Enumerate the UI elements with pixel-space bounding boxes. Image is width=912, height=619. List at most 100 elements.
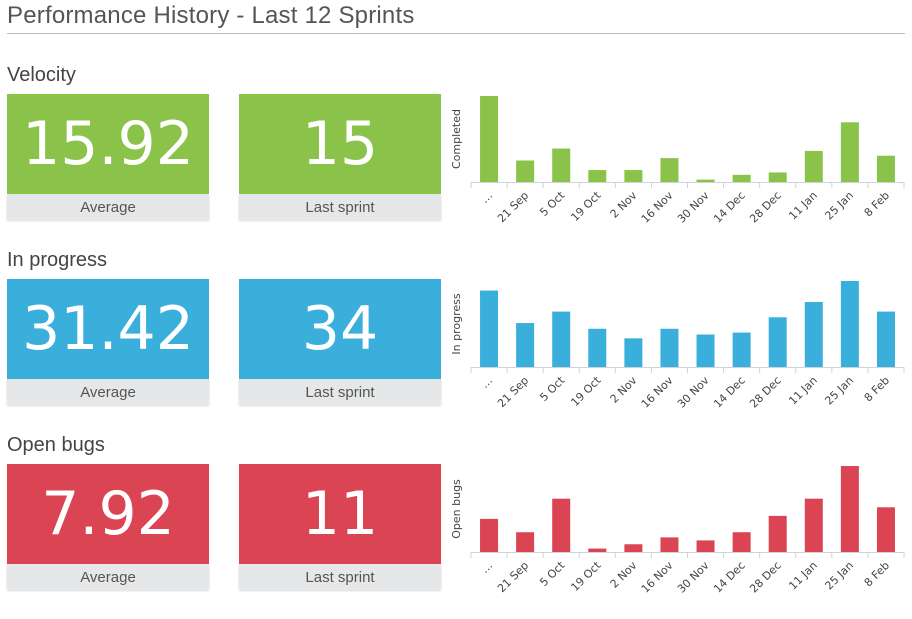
x-tick-label: 11 Jan (786, 189, 820, 223)
x-tick-label: 11 Jan (786, 374, 820, 408)
x-tick-label: … (478, 374, 495, 391)
x-tick-label: 28 Dec (747, 559, 784, 596)
x-tick-label: 14 Dec (711, 374, 748, 411)
x-tick-label: 25 Jan (822, 559, 856, 593)
velocity-bar-chart: Completed … 21 Sep 5 Oct 19 Oct 2 Nov 16 Nov 30… (450, 96, 905, 226)
bar (768, 317, 787, 367)
x-tick-label: 21 Sep (495, 374, 531, 410)
bar (480, 518, 499, 552)
bar (624, 544, 643, 552)
x-tick-label: 21 Sep (495, 559, 531, 595)
bar (804, 150, 823, 182)
x-tick-label: 25 Jan (822, 374, 856, 408)
x-tick-label: 2 Nov (608, 189, 640, 221)
x-tick-label: 16 Nov (639, 559, 676, 596)
bar (480, 96, 499, 182)
tile-label: Last sprint (239, 564, 441, 590)
tile-label: Average (7, 194, 209, 220)
tile-value: 15 (239, 94, 441, 194)
x-tick-label: 30 Nov (675, 189, 712, 226)
bar (876, 155, 895, 182)
tile-label: Average (7, 564, 209, 590)
bar (624, 338, 643, 367)
tile-label: Last sprint (239, 379, 441, 405)
velocity-last-sprint-tile: 15 Last sprint (239, 94, 441, 220)
bar (588, 170, 607, 182)
x-tick-label: 2 Nov (608, 374, 640, 406)
bar (840, 281, 859, 367)
bar (732, 532, 751, 552)
bar (804, 302, 823, 367)
bar (876, 507, 895, 552)
in-progress-last-sprint-tile: 34 Last sprint (239, 279, 441, 405)
title-divider (7, 33, 905, 34)
bar (660, 328, 679, 367)
bar (516, 532, 535, 552)
x-tick-label: 16 Nov (639, 374, 676, 411)
x-tick-label: 5 Oct (537, 373, 568, 404)
x-tick-label: 14 Dec (711, 189, 748, 226)
bar (552, 498, 571, 552)
bar (552, 311, 571, 367)
x-tick-label: … (478, 559, 495, 576)
tile-value: 34 (239, 279, 441, 379)
x-tick-label: 21 Sep (495, 189, 531, 225)
x-tick-label: 16 Nov (639, 189, 676, 226)
page-title: Performance History - Last 12 Sprints (7, 2, 415, 29)
open-bugs-section: Open bugs 7.92 Average 11 Last sprint Op… (0, 434, 912, 619)
open-bugs-bar-chart: Open bugs … 21 Sep 5 Oct 19 Oct 2 Nov 16 Nov 30… (450, 466, 905, 596)
bar (732, 174, 751, 182)
bar (624, 170, 643, 182)
section-title-velocity: Velocity (7, 64, 76, 86)
open-bugs-average-tile: 7.92 Average (7, 464, 209, 590)
x-tick-label: 2 Nov (608, 559, 640, 591)
bar (732, 332, 751, 367)
bar (480, 290, 499, 367)
bar (840, 466, 859, 552)
tile-value: 7.92 (7, 464, 209, 564)
x-tick-label: 19 Oct (568, 373, 603, 408)
section-title-in-progress: In progress (7, 249, 108, 271)
bar (768, 172, 787, 182)
in-progress-average-tile: 31.42 Average (7, 279, 209, 405)
x-tick-label: 5 Oct (537, 188, 568, 219)
x-tick-label: … (478, 189, 495, 206)
x-tick-label: 8 Feb (862, 374, 892, 404)
tile-label: Average (7, 379, 209, 405)
x-tick-label: 28 Dec (747, 374, 784, 411)
bar (876, 311, 895, 367)
bar (552, 148, 571, 182)
bar (768, 515, 787, 552)
tile-label: Last sprint (239, 194, 441, 220)
y-axis-title: Completed (450, 109, 463, 169)
x-tick-label: 14 Dec (711, 559, 748, 596)
x-tick-label: 28 Dec (747, 189, 784, 226)
bar (660, 537, 679, 552)
tile-value: 15.92 (7, 94, 209, 194)
x-tick-label: 8 Feb (862, 559, 892, 589)
bar (804, 498, 823, 552)
x-tick-label: 5 Oct (537, 558, 568, 589)
x-tick-label: 19 Oct (568, 558, 603, 593)
x-tick-label: 30 Nov (675, 374, 712, 411)
in-progress-bar-chart: In progress … 21 Sep 5 Oct 19 Oct 2 Nov 16 Nov… (450, 281, 905, 411)
bar (516, 160, 535, 182)
bar (588, 328, 607, 367)
in-progress-section: In progress 31.42 Average 34 Last sprint… (0, 249, 912, 434)
bar (696, 540, 715, 552)
open-bugs-last-sprint-tile: 11 Last sprint (239, 464, 441, 590)
bar (696, 334, 715, 367)
tile-value: 11 (239, 464, 441, 564)
x-tick-label: 30 Nov (675, 559, 712, 596)
y-axis-title: Open bugs (450, 479, 463, 539)
y-axis-title: In progress (450, 293, 463, 354)
velocity-section: Velocity 15.92 Average 15 Last sprint Co… (0, 64, 912, 249)
x-tick-label: 19 Oct (568, 188, 603, 223)
bar (660, 158, 679, 182)
bar (588, 548, 607, 552)
x-tick-label: 11 Jan (786, 559, 820, 593)
bar (840, 122, 859, 182)
velocity-average-tile: 15.92 Average (7, 94, 209, 220)
x-tick-label: 8 Feb (862, 189, 892, 219)
bar (696, 179, 715, 182)
